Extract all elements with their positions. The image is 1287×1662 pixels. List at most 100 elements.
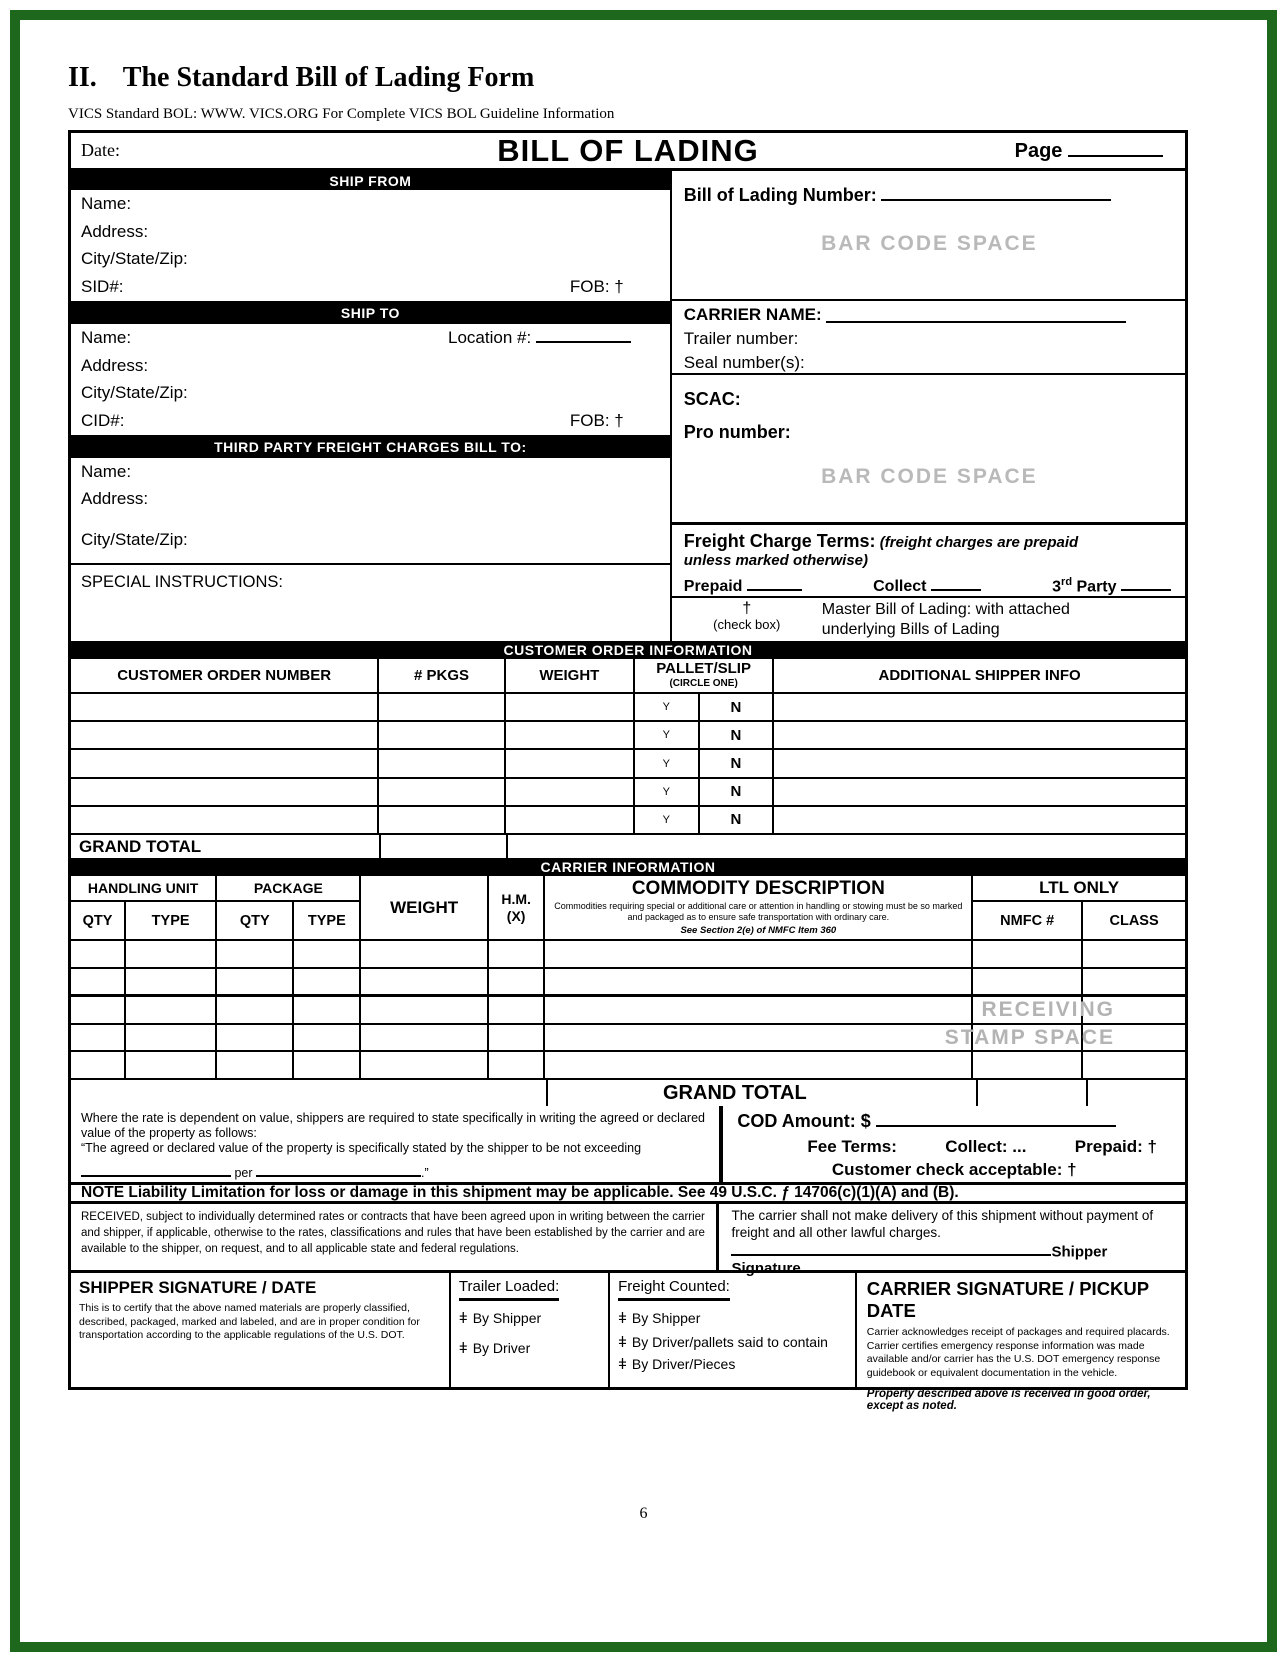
- date-field[interactable]: Date:: [71, 140, 371, 161]
- cell-pkgs[interactable]: [379, 722, 506, 749]
- cell-weight[interactable]: [506, 750, 635, 777]
- cell-pkg-qty[interactable]: [217, 1024, 294, 1051]
- cell-order-number[interactable]: [71, 806, 380, 834]
- cell-commodity[interactable]: [545, 941, 974, 967]
- cell-shipper-info[interactable]: [774, 750, 1185, 776]
- shipper-signature-panel[interactable]: SHIPPER SIGNATURE / DATE This is to cert…: [71, 1273, 451, 1387]
- cell-hu-type[interactable]: [126, 941, 218, 967]
- master-bol-checkbox[interactable]: † (check box): [672, 598, 822, 641]
- cell-shipper-info[interactable]: [774, 779, 1185, 805]
- shipper-signature-line[interactable]: [731, 1242, 1052, 1257]
- cell-commodity[interactable]: [545, 968, 974, 995]
- freight-by-driver-pallets-option[interactable]: ǂ By Driver/pallets said to contain: [618, 1334, 847, 1351]
- master-bol-check-mark[interactable]: †: [742, 600, 752, 617]
- cell-weight[interactable]: [506, 722, 635, 749]
- cell-weight[interactable]: [506, 778, 635, 805]
- cell-pkg-type[interactable]: [294, 968, 362, 995]
- cell-hu-qty[interactable]: [71, 968, 126, 995]
- grand-total-nmfc-cell[interactable]: [978, 1080, 1088, 1107]
- carrier-signature-panel[interactable]: CARRIER SIGNATURE / PICKUP DATE Carrier …: [857, 1273, 1185, 1412]
- freight-by-shipper-option[interactable]: ǂ By Shipper: [618, 1310, 847, 1327]
- cell-class[interactable]: [1083, 941, 1185, 967]
- pallet-yes-option[interactable]: Y: [635, 694, 700, 721]
- pallet-no-option[interactable]: N: [700, 694, 775, 721]
- third-party-address-field[interactable]: Address:: [71, 485, 670, 512]
- pallet-yes-option[interactable]: Y: [635, 806, 700, 834]
- cell-order-number[interactable]: [71, 750, 380, 777]
- ship-to-name-field[interactable]: Name: Location #:: [71, 324, 670, 352]
- cell-shipper-info[interactable]: [774, 722, 1185, 748]
- cell-hm[interactable]: [489, 1024, 546, 1051]
- cell-hu-qty[interactable]: [71, 997, 126, 1023]
- cell-weight[interactable]: [361, 1024, 489, 1051]
- page-number-line[interactable]: [1068, 138, 1163, 157]
- ship-to-city-field[interactable]: City/State/Zip:: [71, 380, 670, 408]
- cell-weight[interactable]: [361, 941, 489, 967]
- carrier-name-line[interactable]: [826, 307, 1127, 324]
- cell-hu-type[interactable]: [126, 1024, 218, 1051]
- pallet-yes-option[interactable]: Y: [635, 722, 700, 749]
- cell-pkgs[interactable]: [379, 778, 506, 805]
- third-party-name-field[interactable]: Name:: [71, 458, 670, 485]
- cell-class[interactable]: [1083, 969, 1185, 995]
- ship-from-address-field[interactable]: Address:: [71, 218, 670, 246]
- fee-prepaid-option[interactable]: Prepaid: †: [1074, 1137, 1157, 1157]
- pallet-yes-option[interactable]: Y: [635, 778, 700, 805]
- cod-amount-line[interactable]: [875, 1110, 1116, 1128]
- cell-pkg-type[interactable]: [294, 997, 362, 1023]
- cell-hm[interactable]: [489, 997, 546, 1023]
- value-amount-line[interactable]: [81, 1165, 231, 1177]
- ship-from-sid-field[interactable]: SID#: FOB: †: [71, 273, 670, 301]
- cell-weight[interactable]: [361, 1052, 489, 1079]
- cell-nmfc[interactable]: [973, 968, 1083, 995]
- checkbox-mark[interactable]: ǂ: [618, 1334, 627, 1351]
- special-instructions-field[interactable]: SPECIAL INSTRUCTIONS:: [71, 563, 670, 641]
- checkbox-mark[interactable]: ǂ: [618, 1310, 627, 1327]
- fee-collect-option[interactable]: Collect: ...: [945, 1137, 1027, 1157]
- ship-to-address-field[interactable]: Address:: [71, 352, 670, 380]
- cell-hu-type[interactable]: [126, 968, 218, 995]
- cell-class[interactable]: [1083, 1052, 1185, 1078]
- trailer-by-shipper-option[interactable]: ǂ By Shipper: [459, 1310, 600, 1327]
- fob-check-mark[interactable]: †: [614, 277, 624, 297]
- third-party-line[interactable]: [1120, 576, 1171, 592]
- cell-order-number[interactable]: [71, 694, 380, 721]
- checkbox-mark[interactable]: ǂ: [618, 1356, 627, 1373]
- cell-pkg-type[interactable]: [294, 941, 362, 967]
- trailer-number-field[interactable]: Trailer number:: [684, 327, 1175, 351]
- collect-line[interactable]: [930, 576, 981, 592]
- cell-commodity[interactable]: [545, 1052, 974, 1079]
- cell-pkg-type[interactable]: [294, 1052, 362, 1079]
- cell-pkgs[interactable]: [379, 694, 506, 721]
- cell-nmfc[interactable]: [973, 1024, 1083, 1051]
- seal-number-field[interactable]: Seal number(s):: [684, 351, 1175, 375]
- pallet-no-option[interactable]: N: [700, 778, 775, 805]
- cell-pkg-qty[interactable]: [217, 941, 294, 967]
- cell-hm[interactable]: [489, 941, 546, 967]
- cell-weight[interactable]: [361, 997, 489, 1023]
- ship-to-cid-field[interactable]: CID#: FOB: †: [71, 407, 670, 435]
- cell-shipper-info[interactable]: [774, 807, 1185, 833]
- ship-from-name-field[interactable]: Name:: [71, 190, 670, 218]
- cell-hu-qty[interactable]: [71, 1052, 126, 1079]
- cell-weight[interactable]: [506, 806, 635, 834]
- cell-hm[interactable]: [489, 1052, 546, 1079]
- pro-number-field[interactable]: Pro number:: [684, 416, 1175, 449]
- ship-from-city-field[interactable]: City/State/Zip:: [71, 246, 670, 274]
- pallet-no-option[interactable]: N: [700, 806, 775, 834]
- freight-by-driver-pieces-option[interactable]: ǂ By Driver/Pieces: [618, 1356, 847, 1373]
- trailer-by-driver-option[interactable]: ǂ By Driver: [459, 1340, 600, 1357]
- cell-hu-type[interactable]: [126, 997, 218, 1023]
- cell-pkgs[interactable]: [379, 750, 506, 777]
- pallet-yes-option[interactable]: Y: [635, 750, 700, 777]
- checkbox-mark[interactable]: ǂ: [458, 1310, 468, 1327]
- pallet-no-option[interactable]: N: [700, 722, 775, 749]
- fob-check-mark[interactable]: †: [614, 411, 624, 431]
- cell-nmfc[interactable]: [973, 941, 1083, 967]
- cell-nmfc[interactable]: [973, 1052, 1083, 1079]
- location-line[interactable]: [535, 327, 631, 344]
- cell-pkg-qty[interactable]: [217, 1052, 294, 1079]
- cell-hu-qty[interactable]: [71, 1024, 126, 1051]
- cell-pkg-qty[interactable]: [217, 997, 294, 1023]
- customer-check-option[interactable]: Customer check acceptable: †: [831, 1160, 1077, 1180]
